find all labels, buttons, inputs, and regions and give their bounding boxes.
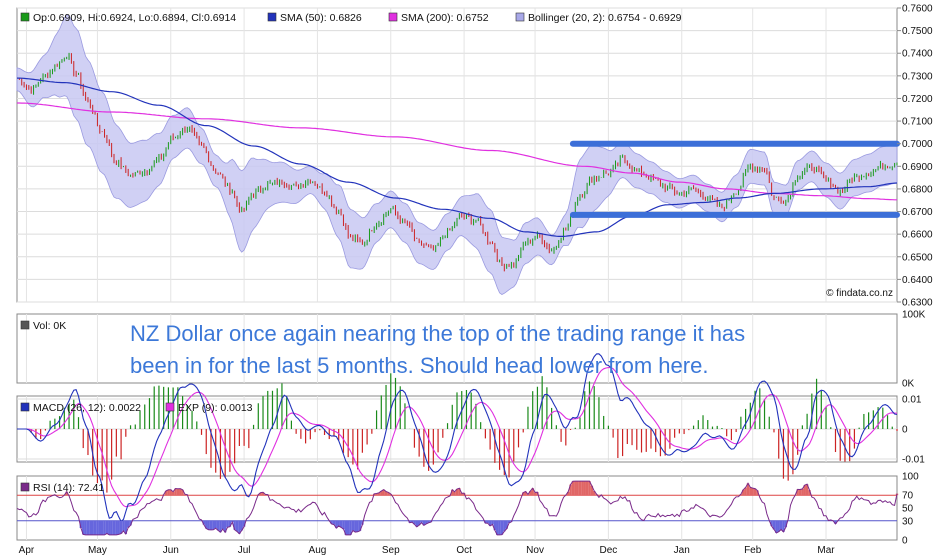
rsi-legend-swatch [20,482,30,492]
macd-tick-label: 0.01 [902,395,922,406]
annotation-line-2: been in for the last 5 months. Should he… [130,353,709,378]
macd-legend-label: EXP (9): 0.0013 [178,402,253,414]
annotation-line-1: NZ Dollar once again nearing the top of … [130,321,746,346]
annotation-note: NZ Dollar once again nearing the top of … [130,318,830,382]
month-tick-label: Aug [309,545,327,556]
macd-tick-label: -0.01 [902,455,925,466]
price-tick-label: 0.7300 [902,71,933,82]
sma50-line [17,77,898,237]
month-tick-label: Apr [19,545,35,556]
month-tick-label: Feb [744,545,762,556]
price-tick-label: 0.7500 [902,26,933,37]
price-legend-label: SMA (200): 0.6752 [401,12,489,24]
price-legend-label: Op:0.6909, Hi:0.6924, Lo:0.6894, Cl:0.69… [33,12,236,24]
volume-tick-label: 0K [902,379,915,390]
price-tick-label: 0.6800 [902,184,933,195]
macd-line [17,353,898,523]
rsi-tick-label: 70 [902,491,914,502]
rsi-tick-label: 100 [902,472,919,483]
macd-legend-label: MACD (26, 12): 0.0022 [33,402,141,414]
rsi-tick-label: 30 [902,516,914,527]
month-tick-label: Jun [163,545,179,556]
month-tick-label: Sep [382,545,400,556]
vol-panel-frame [16,313,898,384]
month-tick-label: Nov [526,545,544,556]
volume-legend-swatch [20,320,30,330]
sma200-line [17,102,897,201]
price-tick-label: 0.7100 [902,117,933,128]
price-legend-swatch [388,12,398,22]
price-legend-swatch [20,12,30,22]
rsi-tick-label: 50 [902,504,914,515]
macd-tick-label: 0 [902,425,908,436]
price-tick-label: 0.6400 [902,275,933,286]
macd-signal-line [17,366,898,508]
price-legend-swatch [267,12,277,22]
price-legend-label: SMA (50): 0.6826 [280,12,362,24]
rsi-panel-frame [16,475,898,541]
macd-legend-swatch [20,402,30,412]
price-tick-label: 0.6700 [902,207,933,218]
price-legend-swatch [515,12,525,22]
volume-legend-label: Vol: 0K [33,320,66,332]
month-tick-label: May [88,545,107,556]
price-tick-label: 0.7600 [902,4,933,15]
rsi-legend-label: RSI (14): 72.41 [33,482,104,494]
price-tick-label: 0.7000 [902,139,933,150]
month-tick-label: Mar [817,545,835,556]
month-tick-label: Oct [456,545,472,556]
month-tick-label: Jul [238,545,251,556]
watermark-text: © findata.co.nz [826,288,893,299]
price-tick-label: 0.6300 [902,298,933,309]
rsi-line [16,480,898,536]
macd-legend-swatch [165,402,175,412]
price-tick-label: 0.6900 [902,162,933,173]
rsi-tick-label: 0 [902,536,908,547]
price-tick-label: 0.7400 [902,49,933,60]
volume-tick-label: 100K [902,310,926,321]
month-tick-label: Dec [599,545,617,556]
price-tick-label: 0.7200 [902,94,933,105]
month-tick-label: Jan [674,545,690,556]
price-tick-label: 0.6500 [902,252,933,263]
price-legend-label: Bollinger (20, 2): 0.6754 - 0.6929 [528,12,682,24]
price-tick-label: 0.6600 [902,230,933,241]
